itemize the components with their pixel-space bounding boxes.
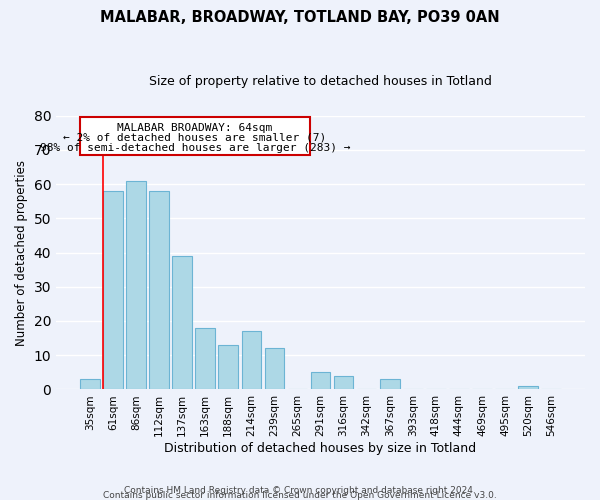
FancyBboxPatch shape <box>80 118 310 155</box>
Bar <box>196 328 215 390</box>
Bar <box>380 379 400 390</box>
Text: MALABAR BROADWAY: 64sqm: MALABAR BROADWAY: 64sqm <box>117 123 272 133</box>
Bar <box>149 191 169 390</box>
Text: ← 2% of detached houses are smaller (7): ← 2% of detached houses are smaller (7) <box>63 132 326 142</box>
Text: Contains HM Land Registry data © Crown copyright and database right 2024.: Contains HM Land Registry data © Crown c… <box>124 486 476 495</box>
Text: 98% of semi-detached houses are larger (283) →: 98% of semi-detached houses are larger (… <box>40 143 350 153</box>
Text: Contains public sector information licensed under the Open Government Licence v3: Contains public sector information licen… <box>103 491 497 500</box>
Bar <box>334 376 353 390</box>
Title: Size of property relative to detached houses in Totland: Size of property relative to detached ho… <box>149 75 492 88</box>
Text: MALABAR, BROADWAY, TOTLAND BAY, PO39 0AN: MALABAR, BROADWAY, TOTLAND BAY, PO39 0AN <box>100 10 500 25</box>
Bar <box>311 372 331 390</box>
Bar <box>103 191 123 390</box>
Y-axis label: Number of detached properties: Number of detached properties <box>15 160 28 346</box>
Bar <box>80 379 100 390</box>
X-axis label: Distribution of detached houses by size in Totland: Distribution of detached houses by size … <box>164 442 476 455</box>
Bar <box>242 332 261 390</box>
Bar <box>172 256 192 390</box>
Bar <box>518 386 538 390</box>
Bar <box>218 345 238 390</box>
Bar <box>265 348 284 390</box>
Bar <box>126 180 146 390</box>
